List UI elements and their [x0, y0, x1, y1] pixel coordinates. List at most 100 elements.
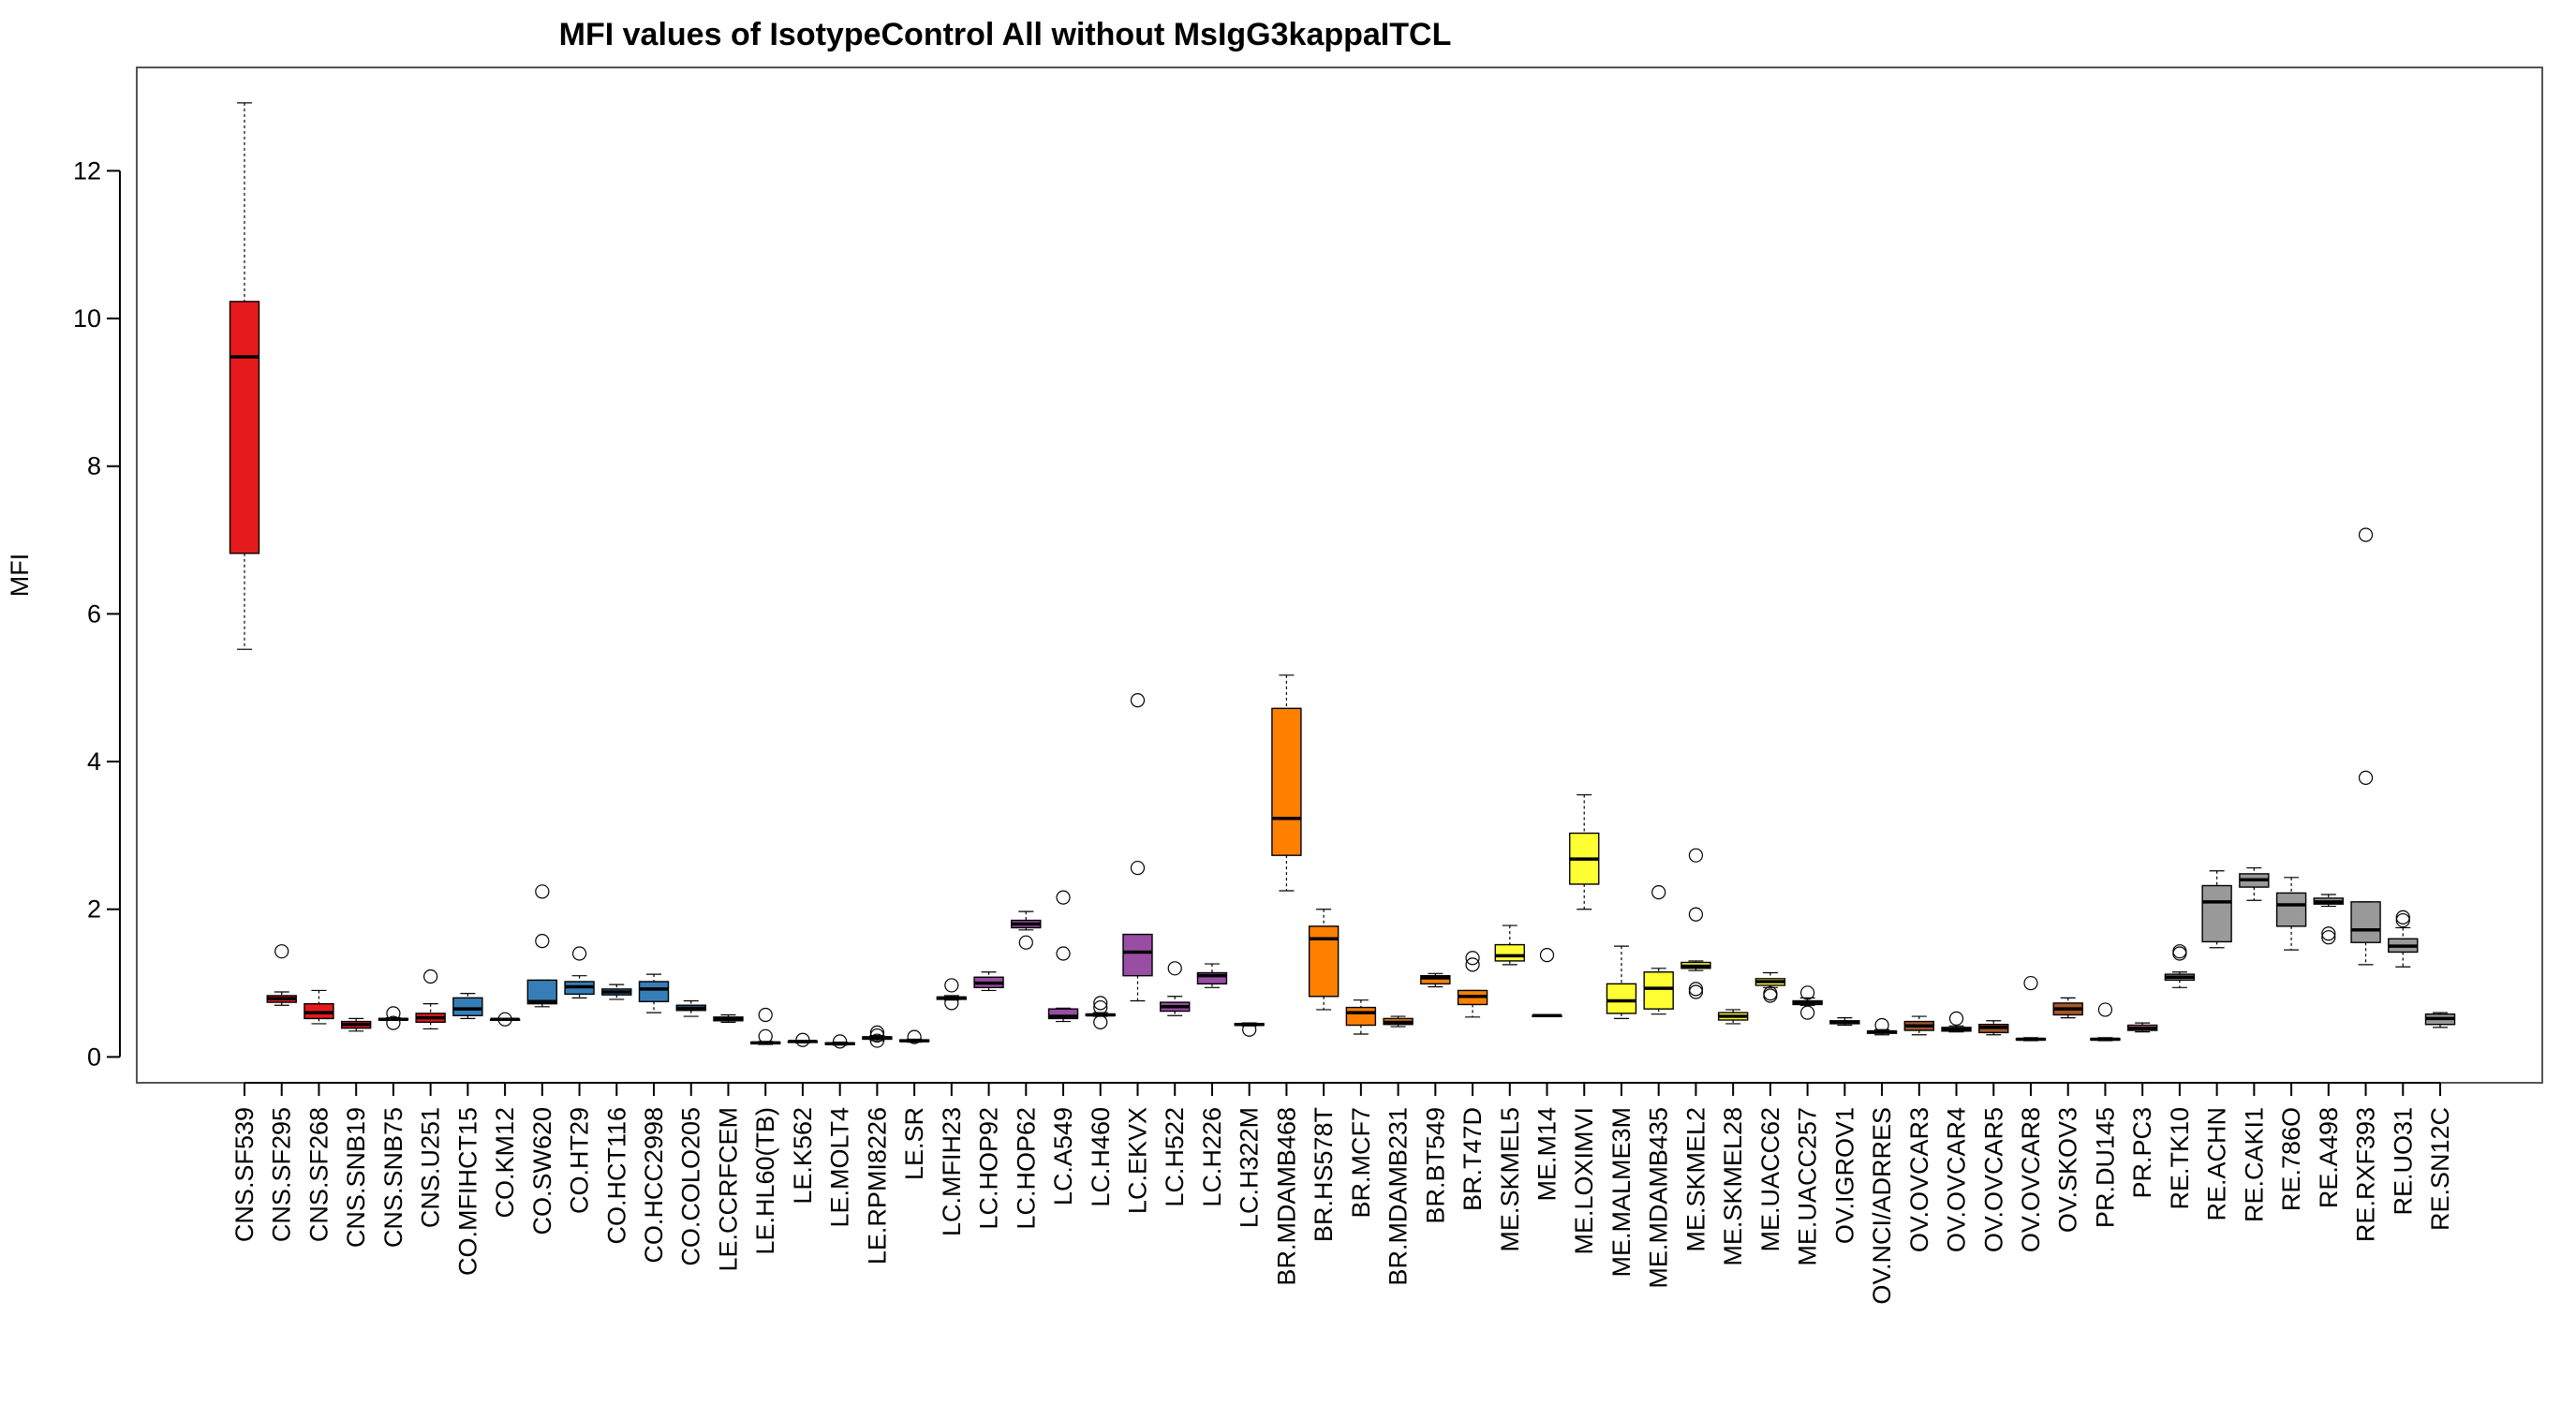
outlier-point	[1651, 885, 1666, 900]
outlier-point	[497, 1012, 512, 1027]
x-tick-label: BR.BT549	[1421, 1107, 1449, 1224]
outlier-point	[758, 1028, 773, 1043]
x-tick-label: ME.UACC62	[1756, 1107, 1784, 1252]
box-group	[564, 946, 595, 998]
outlier-point	[1539, 948, 1555, 963]
x-tick-label: LC.MFIH23	[938, 1107, 966, 1236]
x-tick-label: RE.RXF393	[2352, 1107, 2380, 1242]
outlier-point	[386, 1015, 401, 1030]
y-tick-label: 4	[87, 747, 101, 776]
outlier-point	[2321, 930, 2336, 945]
x-tick-label: ME.SKMEL28	[1719, 1107, 1747, 1266]
outlier-point	[795, 1032, 810, 1047]
box-group	[1494, 924, 1525, 966]
outlier-point	[833, 1034, 848, 1049]
x-tick-label: BR.HS578T	[1310, 1107, 1338, 1242]
outlier-point	[869, 1025, 884, 1040]
box-group	[2052, 997, 2083, 1019]
box-group	[340, 1017, 372, 1032]
x-tick-label: CNS.SF295	[268, 1107, 296, 1242]
box-group	[1606, 945, 1637, 1020]
box-group	[601, 984, 632, 1000]
box-group	[415, 969, 446, 1030]
x-tick-label: CNS.SF268	[304, 1107, 333, 1242]
box-group	[2388, 910, 2419, 968]
x-tick-label: RE.UO31	[2389, 1107, 2417, 1216]
outlier-point	[1688, 907, 1704, 922]
box-iqr	[1643, 971, 1674, 1010]
box-iqr	[1047, 1008, 1079, 1020]
chart-title: MFI values of IsotypeControl All without…	[559, 17, 1452, 52]
box-group	[1457, 951, 1488, 1018]
outlier-point	[2023, 975, 2038, 991]
box-group	[2015, 975, 2047, 1042]
box-iqr	[1196, 971, 1228, 985]
box-group	[2313, 894, 2345, 945]
box-group	[898, 1029, 930, 1044]
box-series	[229, 102, 2456, 1049]
x-tick-label: CO.MFIHCT15	[453, 1107, 481, 1276]
x-tick-label: PR.DU145	[2091, 1107, 2119, 1228]
outlier-point	[1130, 693, 1146, 708]
outlier-point	[535, 934, 550, 949]
box-group	[1047, 890, 1079, 1023]
outlier-point	[2358, 527, 2374, 542]
outlier-point	[869, 1033, 884, 1048]
x-tick-label: OV.IGROV1	[1830, 1107, 1858, 1244]
y-tick-label: 2	[87, 895, 101, 924]
outlier-point	[1056, 890, 1071, 905]
outlier-point	[1130, 860, 1146, 876]
outlier-point	[571, 946, 587, 961]
x-tick-label: BR.MCF7	[1347, 1107, 1375, 1219]
box-group	[1308, 909, 1340, 1011]
x-tick-label: CO.HT29	[566, 1107, 594, 1214]
x-tick-label: CNS.SF539	[230, 1107, 259, 1242]
x-tick-label: LE.SR	[900, 1107, 928, 1180]
x-tick-label: CO.HCT116	[602, 1107, 630, 1245]
box-iqr	[526, 979, 558, 1005]
outlier-point	[2395, 912, 2410, 928]
x-tick-label: BR.MDAMB231	[1384, 1107, 1413, 1286]
outlier-point	[1688, 848, 1704, 863]
box-group	[1941, 1011, 1972, 1033]
x-tick-label: CNS.SNB75	[379, 1107, 407, 1248]
outlier-point	[1167, 961, 1182, 976]
y-tick-label: 10	[73, 304, 101, 333]
outlier-point	[1465, 951, 1480, 966]
box-group	[2424, 1012, 2456, 1028]
outlier-point	[274, 944, 289, 959]
outlier-point	[944, 996, 959, 1011]
outlier-point	[1093, 1014, 1108, 1029]
box-iqr	[1122, 933, 1153, 977]
box-iqr	[229, 301, 260, 555]
box-iqr	[638, 981, 670, 1002]
x-tick-label: CO.SW620	[528, 1107, 556, 1235]
outlier-point	[1093, 999, 1108, 1015]
x-tick-label: ME.SKMEL5	[1496, 1107, 1524, 1252]
outlier-point	[1874, 1017, 1889, 1033]
x-tick-label: ME.MDAMB435	[1645, 1107, 1673, 1289]
box-group	[2275, 877, 2307, 951]
x-tick-label: CO.HCC2998	[640, 1107, 668, 1264]
box-iqr	[1271, 707, 1302, 856]
x-tick-label: LC.EKVX	[1123, 1107, 1151, 1214]
outlier-point	[758, 1007, 773, 1023]
x-tick-label: RE.786O	[2277, 1107, 2305, 1211]
box-group	[1196, 963, 1228, 988]
outlier-point	[944, 978, 959, 993]
y-axis-label: MFI	[6, 554, 34, 598]
outlier-point	[2395, 910, 2410, 925]
outlier-point	[1688, 984, 1704, 999]
box-group	[303, 989, 334, 1025]
box-group	[1903, 1015, 1934, 1036]
box-iqr	[452, 997, 483, 1016]
box-iqr	[2275, 892, 2307, 927]
x-tick-label: RE.ACHN	[2203, 1107, 2231, 1221]
box-iqr	[2201, 884, 2232, 943]
box-group	[750, 1007, 781, 1045]
x-tick-label: ME.SKMEL2	[1681, 1107, 1710, 1252]
box-group	[1792, 985, 1823, 1020]
x-tick-label: RE.SN12C	[2426, 1107, 2454, 1231]
